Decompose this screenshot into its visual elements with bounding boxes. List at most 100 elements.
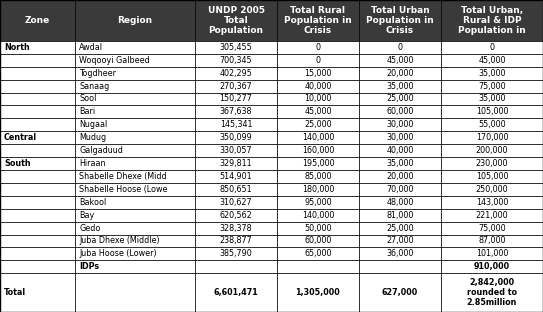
Bar [75,41,195,54]
Bar [359,41,441,54]
Bar [441,93,543,105]
Text: Hiraan: Hiraan [79,159,105,168]
Bar [277,260,359,273]
Bar [0,41,75,54]
Bar [75,273,195,312]
Bar [359,183,441,196]
Text: Juba Hoose (Lower): Juba Hoose (Lower) [79,249,156,258]
Text: Shabelle Dhexe (Midd: Shabelle Dhexe (Midd [79,172,167,181]
Text: 385,790: 385,790 [219,249,252,258]
Text: Bakool: Bakool [79,198,106,207]
Bar [359,235,441,247]
Text: 20,000: 20,000 [386,172,414,181]
Bar [359,80,441,93]
Bar [195,235,277,247]
Bar [359,170,441,183]
Bar [0,67,75,80]
Bar [0,222,75,235]
Bar [195,93,277,105]
Text: Awdal: Awdal [79,43,103,52]
Text: 200,000: 200,000 [476,146,508,155]
Bar [359,247,441,260]
Text: Nugaal: Nugaal [79,120,108,129]
Text: 150,277: 150,277 [219,95,252,104]
Bar [75,235,195,247]
Text: Galgaduud: Galgaduud [79,146,123,155]
Text: 0: 0 [315,43,320,52]
Text: 328,378: 328,378 [220,224,252,232]
Bar [75,196,195,209]
Text: 143,000: 143,000 [476,198,508,207]
Bar [0,144,75,157]
Bar [359,260,441,273]
Bar [441,247,543,260]
Bar [277,170,359,183]
Text: Region: Region [117,16,153,25]
Text: 170,000: 170,000 [476,133,508,142]
Bar [75,260,195,273]
Bar [0,235,75,247]
Text: 160,000: 160,000 [302,146,334,155]
Text: 60,000: 60,000 [304,236,332,246]
Bar [75,93,195,105]
Bar [195,54,277,67]
Text: Total Urban
Population in
Crisis: Total Urban Population in Crisis [366,6,434,35]
Bar [277,118,359,131]
Text: 35,000: 35,000 [478,69,506,78]
Text: 305,455: 305,455 [219,43,252,52]
Bar [441,273,543,312]
Text: 75,000: 75,000 [478,224,506,232]
Text: 0: 0 [397,43,402,52]
Bar [277,183,359,196]
Bar [359,157,441,170]
Bar [441,80,543,93]
Bar [195,105,277,118]
Text: 45,000: 45,000 [478,56,506,65]
Bar [195,41,277,54]
Bar [277,80,359,93]
Bar [195,247,277,260]
Text: 250,000: 250,000 [476,185,508,194]
Text: 55,000: 55,000 [478,120,506,129]
Bar [277,131,359,144]
Bar [195,118,277,131]
Text: Total Urban,
Rural & IDP
Population in: Total Urban, Rural & IDP Population in [458,6,526,35]
Bar [441,235,543,247]
Text: 40,000: 40,000 [304,81,332,90]
Bar [0,54,75,67]
Bar [277,0,359,41]
Text: 35,000: 35,000 [386,81,414,90]
Bar [359,144,441,157]
Text: 50,000: 50,000 [304,224,332,232]
Text: Sanaag: Sanaag [79,81,109,90]
Bar [0,118,75,131]
Text: Zone: Zone [25,16,50,25]
Bar [277,54,359,67]
Text: 910,000: 910,000 [474,262,510,271]
Text: 81,000: 81,000 [386,211,414,220]
Text: 45,000: 45,000 [386,56,414,65]
Bar [75,131,195,144]
Text: 15,000: 15,000 [304,69,332,78]
Text: 145,341: 145,341 [220,120,252,129]
Bar [195,196,277,209]
Text: 620,562: 620,562 [219,211,252,220]
Text: 402,295: 402,295 [219,69,252,78]
Text: Gedo: Gedo [79,224,100,232]
Bar [75,118,195,131]
Text: 105,000: 105,000 [476,107,508,116]
Bar [75,183,195,196]
Bar [441,105,543,118]
Bar [195,183,277,196]
Text: 330,057: 330,057 [220,146,252,155]
Bar [0,209,75,222]
Bar [0,157,75,170]
Text: 0: 0 [489,43,495,52]
Text: 700,345: 700,345 [220,56,252,65]
Bar [359,209,441,222]
Bar [195,131,277,144]
Text: South: South [4,159,30,168]
Bar [441,144,543,157]
Text: 6,601,471: 6,601,471 [213,288,258,297]
Text: 60,000: 60,000 [386,107,414,116]
